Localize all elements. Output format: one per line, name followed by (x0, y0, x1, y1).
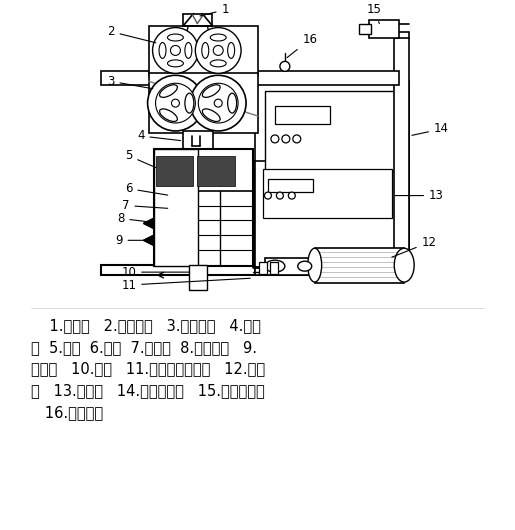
Text: 9: 9 (115, 234, 146, 247)
Bar (153, 149, 253, 266)
Circle shape (191, 75, 246, 131)
Text: 1.入料斗   2.混合搅龙   3.输送搅龙   4.检视: 1.入料斗 2.混合搅龙 3.输送搅龙 4.检视 (31, 318, 261, 333)
Ellipse shape (202, 42, 209, 58)
Bar (270, 262, 278, 274)
Ellipse shape (159, 42, 166, 58)
Bar (369, 20, 399, 38)
Bar (255, 81, 409, 275)
Text: 6: 6 (125, 182, 168, 195)
Circle shape (171, 99, 179, 107)
Polygon shape (144, 218, 153, 228)
Text: 16.蒸汽入口: 16.蒸汽入口 (31, 405, 104, 420)
Circle shape (293, 135, 301, 143)
Bar (255, 161, 409, 275)
Ellipse shape (160, 85, 177, 98)
Circle shape (152, 28, 198, 73)
Bar (359, 24, 371, 33)
Circle shape (156, 83, 195, 123)
Ellipse shape (160, 109, 177, 121)
Ellipse shape (210, 34, 226, 41)
Bar (156, 156, 193, 186)
Bar (268, 179, 313, 192)
Bar (190, 265, 207, 290)
Ellipse shape (185, 93, 194, 113)
Bar (183, 131, 213, 151)
Circle shape (198, 83, 238, 123)
Polygon shape (144, 235, 153, 245)
Text: 机   13.电控箱   14.链传动机构   15.链传动电机: 机 13.电控箱 14.链传动机构 15.链传动电机 (31, 384, 265, 399)
Circle shape (288, 192, 295, 199)
Ellipse shape (202, 109, 220, 121)
Circle shape (213, 46, 223, 56)
Ellipse shape (228, 93, 236, 113)
Bar (197, 156, 235, 186)
Text: 5: 5 (125, 149, 156, 167)
Text: 7: 7 (122, 199, 168, 212)
Circle shape (265, 192, 271, 199)
Text: 4: 4 (137, 129, 181, 143)
Bar (153, 149, 198, 266)
Bar (101, 72, 399, 85)
Bar (265, 91, 399, 171)
Ellipse shape (394, 248, 414, 282)
Circle shape (280, 61, 290, 72)
Text: 11: 11 (121, 278, 250, 292)
Bar (149, 25, 258, 75)
Circle shape (271, 135, 279, 143)
Text: 2: 2 (107, 25, 156, 43)
Text: 14: 14 (412, 122, 449, 136)
Text: 15: 15 (367, 3, 382, 24)
Bar (263, 169, 392, 218)
Text: 出料口   10.主轴   11.锥齿轮传动机构   12.主电: 出料口 10.主轴 11.锥齿轮传动机构 12.主电 (31, 361, 265, 377)
Bar (149, 73, 258, 133)
Text: 窗  5.压辊  6.平模  7.切料刀  8.出料刮板   9.: 窗 5.压辊 6.平模 7.切料刀 8.出料刮板 9. (31, 340, 257, 355)
Bar (265, 258, 315, 275)
Ellipse shape (265, 260, 285, 272)
Text: 16: 16 (287, 33, 317, 58)
Text: 13: 13 (395, 189, 444, 202)
Bar (315, 248, 404, 283)
Ellipse shape (210, 60, 226, 67)
Text: 8: 8 (117, 212, 151, 225)
Text: 12: 12 (392, 236, 437, 257)
Text: 1: 1 (200, 3, 229, 16)
Circle shape (170, 46, 180, 56)
Text: 10: 10 (121, 266, 190, 279)
Ellipse shape (185, 42, 192, 58)
Circle shape (195, 28, 241, 73)
Circle shape (277, 192, 283, 199)
Ellipse shape (167, 60, 183, 67)
Ellipse shape (167, 34, 183, 41)
Ellipse shape (308, 248, 322, 282)
Circle shape (282, 135, 290, 143)
Text: 3: 3 (107, 75, 153, 89)
Bar (101, 265, 409, 275)
Ellipse shape (202, 85, 220, 98)
Circle shape (214, 99, 222, 107)
Bar (394, 32, 409, 275)
Bar (259, 262, 267, 274)
Circle shape (148, 75, 203, 131)
Bar (275, 106, 330, 124)
Ellipse shape (298, 261, 312, 271)
Ellipse shape (228, 42, 235, 58)
